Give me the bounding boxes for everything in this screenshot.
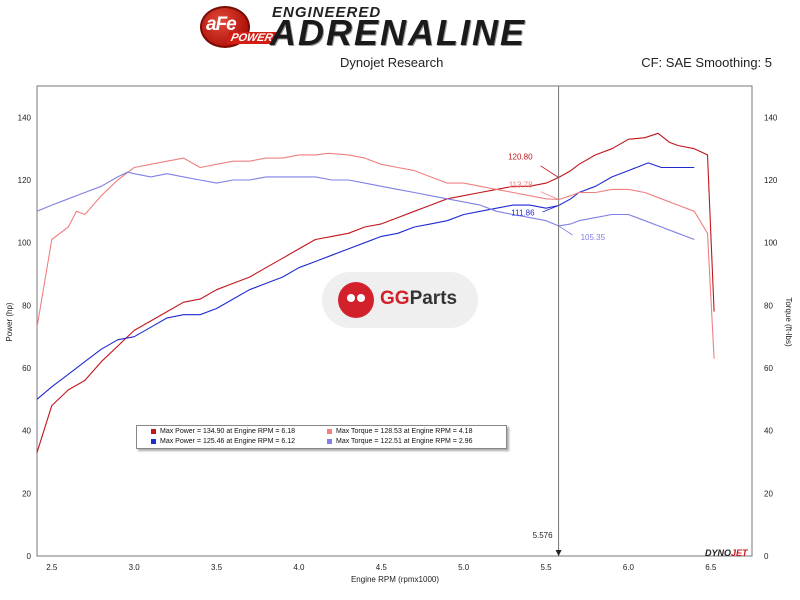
legend-swatch — [151, 438, 156, 444]
header: aFe POWER ENGINEERED ADRENALINE Dynojet … — [0, 0, 800, 80]
annotation-leader — [540, 191, 559, 200]
y-tick-label-left: 20 — [22, 489, 31, 498]
legend-text: Max Power = 134.90 at Engine RPM = 6.18 — [160, 428, 296, 435]
legend-swatch — [151, 428, 156, 434]
y-tick-label-left: 40 — [22, 427, 31, 436]
y-tick-label-left: 120 — [18, 176, 32, 185]
legend-swatch — [327, 428, 332, 434]
x-tick-label: 5.5 — [541, 563, 553, 572]
x-tick-label: 6.5 — [705, 563, 717, 572]
annotation-label: 113.78 — [509, 180, 533, 189]
y-tick-label-right: 100 — [764, 239, 778, 248]
y-tick-label-left: 0 — [27, 552, 32, 561]
y-tick-label-left: 60 — [22, 364, 31, 373]
legend: Max Power = 134.90 at Engine RPM = 6.18 … — [136, 425, 507, 449]
x-tick-label: 2.5 — [46, 563, 58, 572]
watermark-gg: GG — [380, 288, 410, 309]
afe-badge-icon — [200, 6, 250, 48]
annotation-label: 105.35 — [581, 233, 606, 242]
power-series-line — [36, 162, 695, 400]
y-axis-label-left: Power (hp) — [5, 302, 14, 341]
x-tick-label: 6.0 — [623, 563, 635, 572]
legend-text: Max Torque = 128.53 at Engine RPM = 4.18 — [336, 428, 473, 435]
power-series-line — [36, 132, 715, 453]
logo-eye-right — [357, 294, 365, 302]
chart-subtitle: Dynojet Research — [340, 55, 444, 70]
y-tick-label-right: 120 — [764, 176, 778, 185]
dynojet-logo: DYNOJET — [705, 548, 748, 558]
ggparts-watermark-text: GGParts — [380, 288, 457, 310]
afe-logo-text: aFe — [206, 14, 237, 35]
legend-swatch — [327, 438, 332, 444]
tick-labels: 2.5 3.0 3.5 4.0 4.5 5.0 5.5 6.0 6.5 0 0 20 20 40 40 60 6… — [18, 113, 778, 572]
x-tick-label: 5.0 — [458, 563, 470, 572]
y-tick-label-right: 140 — [764, 113, 778, 122]
legend-text: Max Power = 125.46 at Engine RPM = 6.12 — [160, 438, 296, 445]
logo-eye-left — [347, 294, 355, 302]
legend-item: Max Power = 134.90 at Engine RPM = 6.18 — [151, 427, 295, 436]
dynojet-logo-dyno: DYNO — [705, 548, 732, 558]
legend-item: Max Power = 125.46 at Engine RPM = 6.12 — [151, 437, 295, 446]
y-tick-label-right: 80 — [764, 301, 773, 310]
y-tick-label-left: 80 — [22, 301, 31, 310]
annotation-label: 120.80 — [508, 152, 533, 161]
cursor-layer: 5.576 — [533, 86, 562, 556]
dyno-chart: 5.576 2.5 3.0 3.5 4.0 4.5 5.0 5.5 6.0 6.5 0 0 20 20 4… — [5, 85, 793, 584]
brand-tagline-main: ADRENALINE — [270, 12, 527, 53]
y-axis-label-right: Torque (ft-lbs) — [784, 297, 793, 347]
legend-item: Max Torque = 128.53 at Engine RPM = 4.18 — [327, 427, 472, 436]
x-tick-label: 3.0 — [129, 563, 141, 572]
y-tick-label-left: 140 — [18, 113, 32, 122]
annotations: 120.80 113.78 111.86 105.35 — [508, 152, 605, 241]
afe-power-logo: aFe POWER — [200, 6, 277, 50]
x-tick-label: 4.0 — [293, 563, 305, 572]
y-tick-label-right: 20 — [764, 489, 773, 498]
series-layer — [36, 132, 715, 453]
torque-series-line — [36, 171, 695, 241]
annotation-leader — [542, 205, 559, 213]
legend-item: Max Torque = 122.51 at Engine RPM = 2.96 — [327, 437, 472, 446]
x-tick-label: 3.5 — [211, 563, 223, 572]
cursor-value-label: 5.576 — [533, 531, 554, 540]
watermark-parts: Parts — [409, 288, 458, 309]
ggparts-logo-icon — [338, 282, 374, 318]
y-tick-label-right: 60 — [764, 364, 773, 373]
dynojet-logo-jet: JET — [731, 548, 748, 558]
legend-text: Max Torque = 122.51 at Engine RPM = 2.96 — [336, 438, 473, 445]
x-axis-label: Engine RPM (rpmx1000) — [351, 575, 439, 584]
brand-tagline-top: ENGINEERED — [272, 4, 382, 21]
cursor-arrow — [555, 550, 562, 556]
y-tick-label-right: 0 — [764, 552, 769, 561]
y-tick-label-left: 100 — [18, 239, 32, 248]
correction-settings: CF: SAE Smoothing: 5 — [641, 55, 772, 70]
torque-series-line — [36, 152, 715, 359]
annotation-leader — [558, 225, 573, 236]
annotation-label: 111.86 — [511, 209, 535, 218]
x-tick-label: 4.5 — [376, 563, 388, 572]
y-tick-label-right: 40 — [764, 427, 773, 436]
annotation-leader — [540, 165, 559, 178]
